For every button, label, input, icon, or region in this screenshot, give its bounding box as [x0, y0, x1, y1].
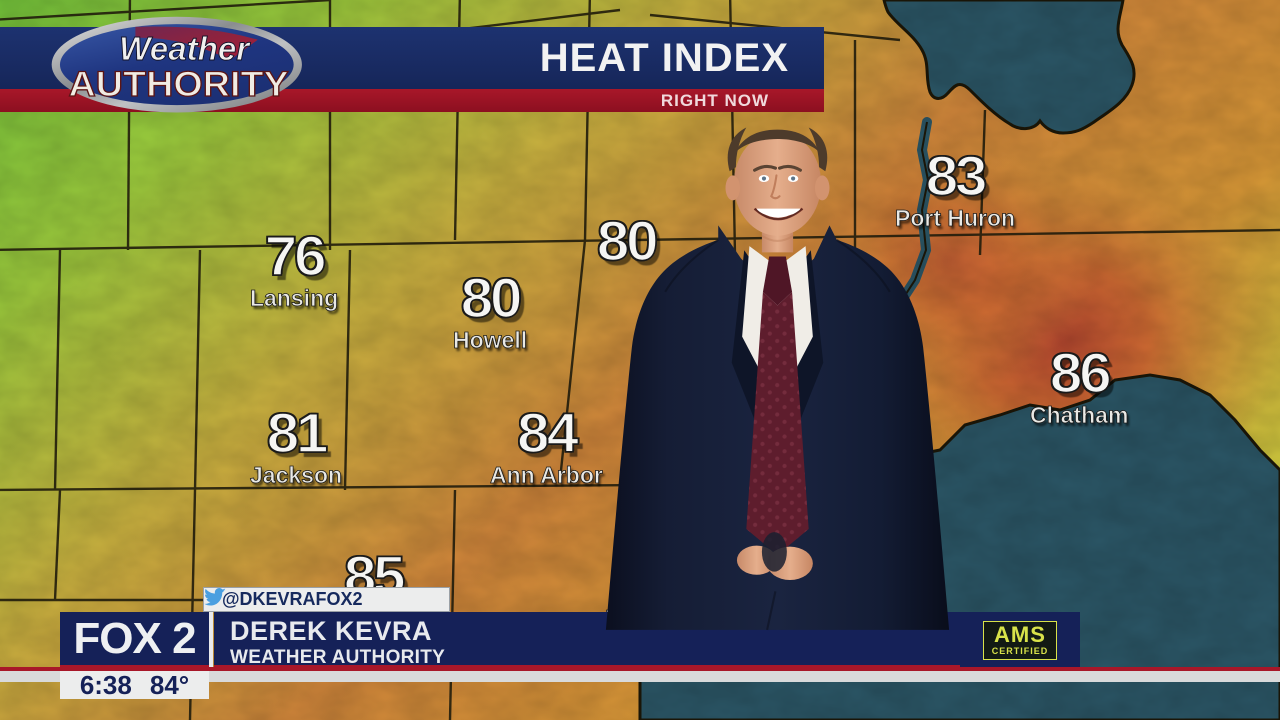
svg-text:AUTHORITY: AUTHORITY: [69, 64, 289, 103]
svg-text:Weather: Weather: [119, 31, 251, 68]
